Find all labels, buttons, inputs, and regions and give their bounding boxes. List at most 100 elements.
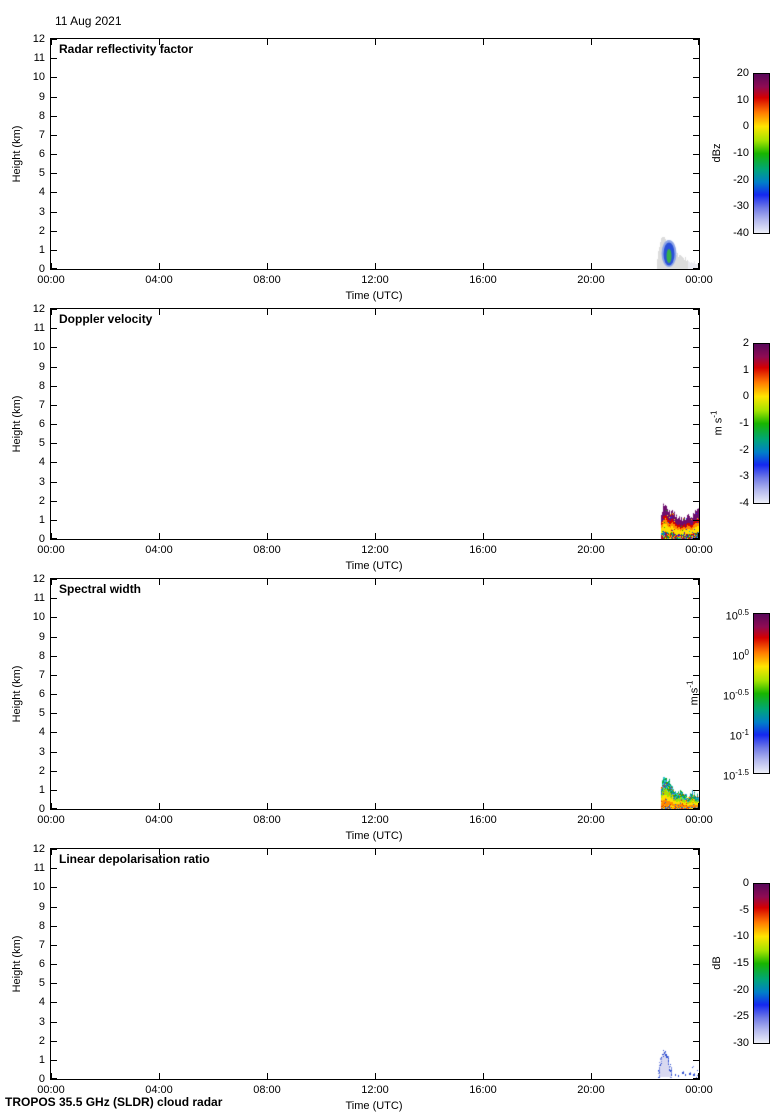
y-tick-mark-right bbox=[693, 752, 699, 753]
y-tick-mark-right bbox=[693, 790, 699, 791]
y-tick-mark-right bbox=[693, 135, 699, 136]
y-tick-mark-left bbox=[51, 39, 57, 40]
x-tick-mark-top bbox=[51, 309, 52, 315]
panel-title: Spectral width bbox=[59, 582, 142, 596]
x-tick-label: 08:00 bbox=[253, 544, 281, 556]
y-tick-mark-right bbox=[693, 1022, 699, 1023]
x-tick-mark-top bbox=[375, 579, 376, 585]
y-tick-mark-right bbox=[693, 77, 699, 78]
y-tick-label: 3 bbox=[38, 1016, 45, 1028]
x-tick-mark-top bbox=[591, 309, 592, 315]
y-tick-label: 4 bbox=[38, 186, 45, 198]
x-tick-mark-top bbox=[51, 849, 52, 855]
x-tick-mark-bottom bbox=[267, 533, 268, 539]
y-tick-label: 4 bbox=[38, 456, 45, 468]
x-tick-mark-top bbox=[159, 39, 160, 45]
y-tick-label: 10 bbox=[32, 71, 45, 83]
y-tick-mark-right bbox=[693, 926, 699, 927]
colorbar-tick-label: -30 bbox=[733, 200, 749, 212]
y-tick-mark-right bbox=[693, 212, 699, 213]
x-tick-mark-top bbox=[483, 39, 484, 45]
y-tick-mark-left bbox=[51, 868, 57, 869]
x-tick-mark-bottom bbox=[591, 1073, 592, 1079]
y-tick-label: 9 bbox=[38, 901, 45, 913]
y-tick-mark-right bbox=[693, 520, 699, 521]
y-tick-mark-right bbox=[693, 231, 699, 232]
y-tick-mark-right bbox=[693, 983, 699, 984]
x-tick-label: 04:00 bbox=[145, 1084, 173, 1096]
x-tick-mark-top bbox=[591, 579, 592, 585]
y-tick-label: 0 bbox=[38, 1073, 45, 1085]
x-tick-mark-top bbox=[51, 579, 52, 585]
y-tick-mark-right bbox=[693, 868, 699, 869]
y-tick-mark-right bbox=[693, 192, 699, 193]
y-tick-mark-left bbox=[51, 694, 57, 695]
x-tick-label: 08:00 bbox=[253, 1084, 281, 1096]
y-tick-mark-left bbox=[51, 328, 57, 329]
y-tick-mark-left bbox=[51, 713, 57, 714]
y-tick-mark-left bbox=[51, 849, 57, 850]
y-tick-mark-right bbox=[693, 97, 699, 98]
y-tick-mark-right bbox=[693, 39, 699, 40]
y-tick-label: 1 bbox=[38, 1054, 45, 1066]
x-axis-label: Time (UTC) bbox=[345, 1100, 403, 1112]
x-tick-mark-top bbox=[51, 39, 52, 45]
colorbar-tick-label: -10 bbox=[733, 930, 749, 942]
x-tick-label: 00:00 bbox=[37, 544, 65, 556]
y-tick-mark-right bbox=[693, 694, 699, 695]
y-tick-mark-right bbox=[693, 347, 699, 348]
plot-box: Linear depolarisation ratio Height (km) … bbox=[11, 843, 700, 1085]
y-tick-mark-left bbox=[51, 771, 57, 772]
x-tick-mark-top bbox=[159, 309, 160, 315]
y-tick-label: 2 bbox=[38, 495, 45, 507]
y-tick-mark-right bbox=[693, 808, 699, 809]
colorbar-gradient bbox=[753, 613, 770, 774]
y-tick-label: 12 bbox=[32, 843, 45, 855]
x-tick-mark-top bbox=[591, 39, 592, 45]
x-tick-mark-bottom bbox=[375, 1073, 376, 1079]
x-tick-mark-bottom bbox=[375, 803, 376, 809]
plot-box: Spectral width Height (km) 0 1 2 3 4 5 6 7 8 9 10 1… bbox=[11, 573, 700, 815]
x-tick-mark-bottom bbox=[591, 533, 592, 539]
y-tick-label: 6 bbox=[38, 958, 45, 970]
x-tick-mark-top bbox=[698, 849, 699, 855]
x-tick-mark-bottom bbox=[267, 1073, 268, 1079]
y-tick-label: 8 bbox=[38, 110, 45, 122]
colorbar-gradient bbox=[753, 73, 770, 234]
y-tick-mark-right bbox=[693, 328, 699, 329]
y-tick-mark-left bbox=[51, 598, 57, 599]
y-tick-mark-left bbox=[51, 367, 57, 368]
colorbar-tick-label: 10 bbox=[736, 94, 749, 106]
x-tick-mark-top bbox=[375, 309, 376, 315]
y-tick-mark-left bbox=[51, 887, 57, 888]
x-tick-label: 00:00 bbox=[685, 544, 713, 556]
x-tick-mark-bottom bbox=[698, 263, 699, 269]
y-tick-mark-left bbox=[51, 808, 57, 809]
colorbar-tick-label: -1 bbox=[739, 417, 749, 429]
y-tick-mark-right bbox=[693, 656, 699, 657]
x-tick-mark-top bbox=[159, 579, 160, 585]
y-tick-label: 6 bbox=[38, 688, 45, 700]
colorbar-tick-label: 10-1.5 bbox=[722, 768, 749, 783]
y-tick-mark-right bbox=[693, 1060, 699, 1061]
x-tick-label: 00:00 bbox=[37, 274, 65, 286]
x-tick-mark-top bbox=[375, 39, 376, 45]
x-tick-label: 08:00 bbox=[253, 274, 281, 286]
colorbar-tick-label: 2 bbox=[742, 337, 749, 349]
y-tick-mark-right bbox=[693, 732, 699, 733]
x-tick-mark-bottom bbox=[51, 263, 52, 269]
radar-echo-canvas bbox=[639, 1037, 699, 1079]
y-tick-label: 1 bbox=[38, 244, 45, 256]
x-tick-label: 00:00 bbox=[685, 1084, 713, 1096]
y-tick-mark-left bbox=[51, 482, 57, 483]
y-tick-label: 0 bbox=[38, 263, 45, 275]
y-tick-mark-left bbox=[51, 732, 57, 733]
x-tick-label: 08:00 bbox=[253, 814, 281, 826]
x-tick-mark-bottom bbox=[159, 533, 160, 539]
y-tick-mark-right bbox=[693, 771, 699, 772]
x-tick-label: 16:00 bbox=[469, 274, 497, 286]
colorbar-tick-label: 0 bbox=[742, 120, 749, 132]
y-tick-mark-right bbox=[693, 309, 699, 310]
